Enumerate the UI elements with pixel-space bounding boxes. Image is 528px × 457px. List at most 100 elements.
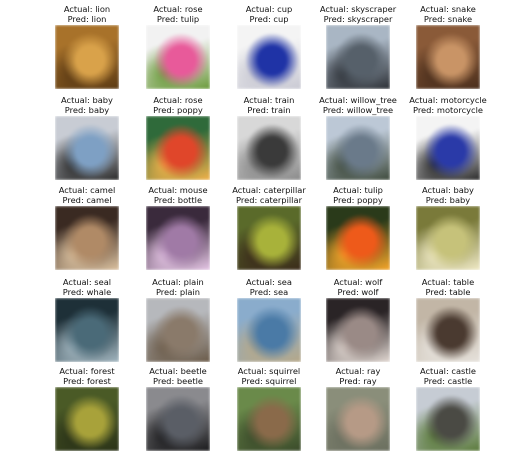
actual-label: Actual: willow_tree [319,95,397,105]
prediction-caption: Actual: baby Pred: baby [398,185,498,205]
prediction-cell: Actual: seal Pred: whale [37,277,137,365]
castle-photo [416,387,480,451]
pred-label: Pred: train [247,105,291,115]
prediction-cell: Actual: baby Pred: baby [398,185,498,273]
actual-label: Actual: beetle [149,366,207,376]
prediction-cell: Actual: motorcycle Pred: motorcycle [398,95,498,183]
beetle-photo [146,387,210,451]
actual-label: Actual: snake [420,4,476,14]
prediction-cell: Actual: snake Pred: snake [398,4,498,92]
prediction-caption: Actual: seal Pred: whale [37,277,137,297]
prediction-caption: Actual: lion Pred: lion [37,4,137,24]
pred-label: Pred: lion [67,14,107,24]
camel-photo [55,206,119,270]
prediction-caption: Actual: squirrel Pred: squirrel [219,366,319,386]
prediction-cell: Actual: train Pred: train [219,95,319,183]
squirrel-photo [237,387,301,451]
prediction-cell: Actual: rose Pred: poppy [128,95,228,183]
wolf-photo [326,298,390,362]
prediction-caption: Actual: willow_tree Pred: willow_tree [308,95,408,115]
prediction-caption: Actual: skyscraper Pred: skyscraper [308,4,408,24]
prediction-caption: Actual: sea Pred: sea [219,277,319,297]
pred-label: Pred: caterpillar [236,195,302,205]
pred-label: Pred: wolf [337,287,379,297]
motorcycle-photo [416,116,480,180]
pred-label: Pred: baby [425,195,471,205]
pred-label: Pred: snake [423,14,473,24]
skyscraper-photo [326,25,390,89]
baby-photo-2 [416,206,480,270]
prediction-caption: Actual: wolf Pred: wolf [308,277,408,297]
pred-label: Pred: motorcycle [412,105,484,115]
train-photo [237,116,301,180]
actual-label: Actual: baby [61,95,113,105]
prediction-caption: Actual: snake Pred: snake [398,4,498,24]
pred-label: Pred: camel [62,195,112,205]
prediction-caption: Actual: baby Pred: baby [37,95,137,115]
pred-label: Pred: squirrel [241,376,297,386]
prediction-caption: Actual: cup Pred: cup [219,4,319,24]
prediction-cell: Actual: caterpillar Pred: caterpillar [219,185,319,273]
snake-photo [416,25,480,89]
pred-label: Pred: plain [155,287,201,297]
pred-label: Pred: poppy [333,195,383,205]
prediction-caption: Actual: table Pred: table [398,277,498,297]
prediction-cell: Actual: forest Pred: forest [37,366,137,454]
pred-label: Pred: sea [249,287,289,297]
prediction-caption: Actual: rose Pred: tulip [128,4,228,24]
prediction-cell: Actual: plain Pred: plain [128,277,228,365]
actual-label: Actual: rose [153,4,203,14]
pred-label: Pred: beetle [152,376,204,386]
pred-label: Pred: forest [63,376,111,386]
caterpillar-photo [237,206,301,270]
actual-label: Actual: seal [62,277,112,287]
pred-label: Pred: skyscraper [323,14,393,24]
prediction-cell: Actual: lion Pred: lion [37,4,137,92]
prediction-cell: Actual: willow_tree Pred: willow_tree [308,95,408,183]
blue-glass-cup-photo [237,25,301,89]
pred-label: Pred: cup [249,14,289,24]
pred-label: Pred: castle [423,376,473,386]
prediction-cell: Actual: squirrel Pred: squirrel [219,366,319,454]
sea-photo [237,298,301,362]
pred-label: Pred: poppy [153,105,203,115]
prediction-cell: Actual: tulip Pred: poppy [308,185,408,273]
actual-label: Actual: cup [245,4,293,14]
actual-label: Actual: table [421,277,475,287]
actual-label: Actual: baby [422,185,474,195]
actual-label: Actual: ray [335,366,381,376]
willow-tree-photo [326,116,390,180]
prediction-cell: Actual: castle Pred: castle [398,366,498,454]
prediction-caption: Actual: beetle Pred: beetle [128,366,228,386]
prediction-caption: Actual: castle Pred: castle [398,366,498,386]
actual-label: Actual: motorcycle [409,95,487,105]
lion-photo [55,25,119,89]
prediction-cell: Actual: ray Pred: ray [308,366,408,454]
pred-label: Pred: tulip [156,14,200,24]
prediction-caption: Actual: ray Pred: ray [308,366,408,386]
prediction-caption: Actual: caterpillar Pred: caterpillar [219,185,319,205]
pred-label: Pred: baby [64,105,110,115]
actual-label: Actual: caterpillar [232,185,306,195]
baby-photo [55,116,119,180]
prediction-cell: Actual: sea Pred: sea [219,277,319,365]
actual-label: Actual: squirrel [237,366,301,376]
plain-landscape-photo [146,298,210,362]
actual-label: Actual: plain [152,277,204,287]
prediction-caption: Actual: mouse Pred: bottle [128,185,228,205]
pred-label: Pred: willow_tree [322,105,394,115]
prediction-caption: Actual: camel Pred: camel [37,185,137,205]
red-flowers-photo [146,116,210,180]
actual-label: Actual: rose [153,95,203,105]
prediction-cell: Actual: mouse Pred: bottle [128,185,228,273]
prediction-caption: Actual: motorcycle Pred: motorcycle [398,95,498,115]
prediction-cell: Actual: table Pred: table [398,277,498,365]
prediction-cell: Actual: cup Pred: cup [219,4,319,92]
ray-photo [326,387,390,451]
prediction-cell: Actual: rose Pred: tulip [128,4,228,92]
actual-label: Actual: camel [58,185,116,195]
prediction-cell: Actual: beetle Pred: beetle [128,366,228,454]
actual-label: Actual: skyscraper [319,4,397,14]
prediction-caption: Actual: train Pred: train [219,95,319,115]
